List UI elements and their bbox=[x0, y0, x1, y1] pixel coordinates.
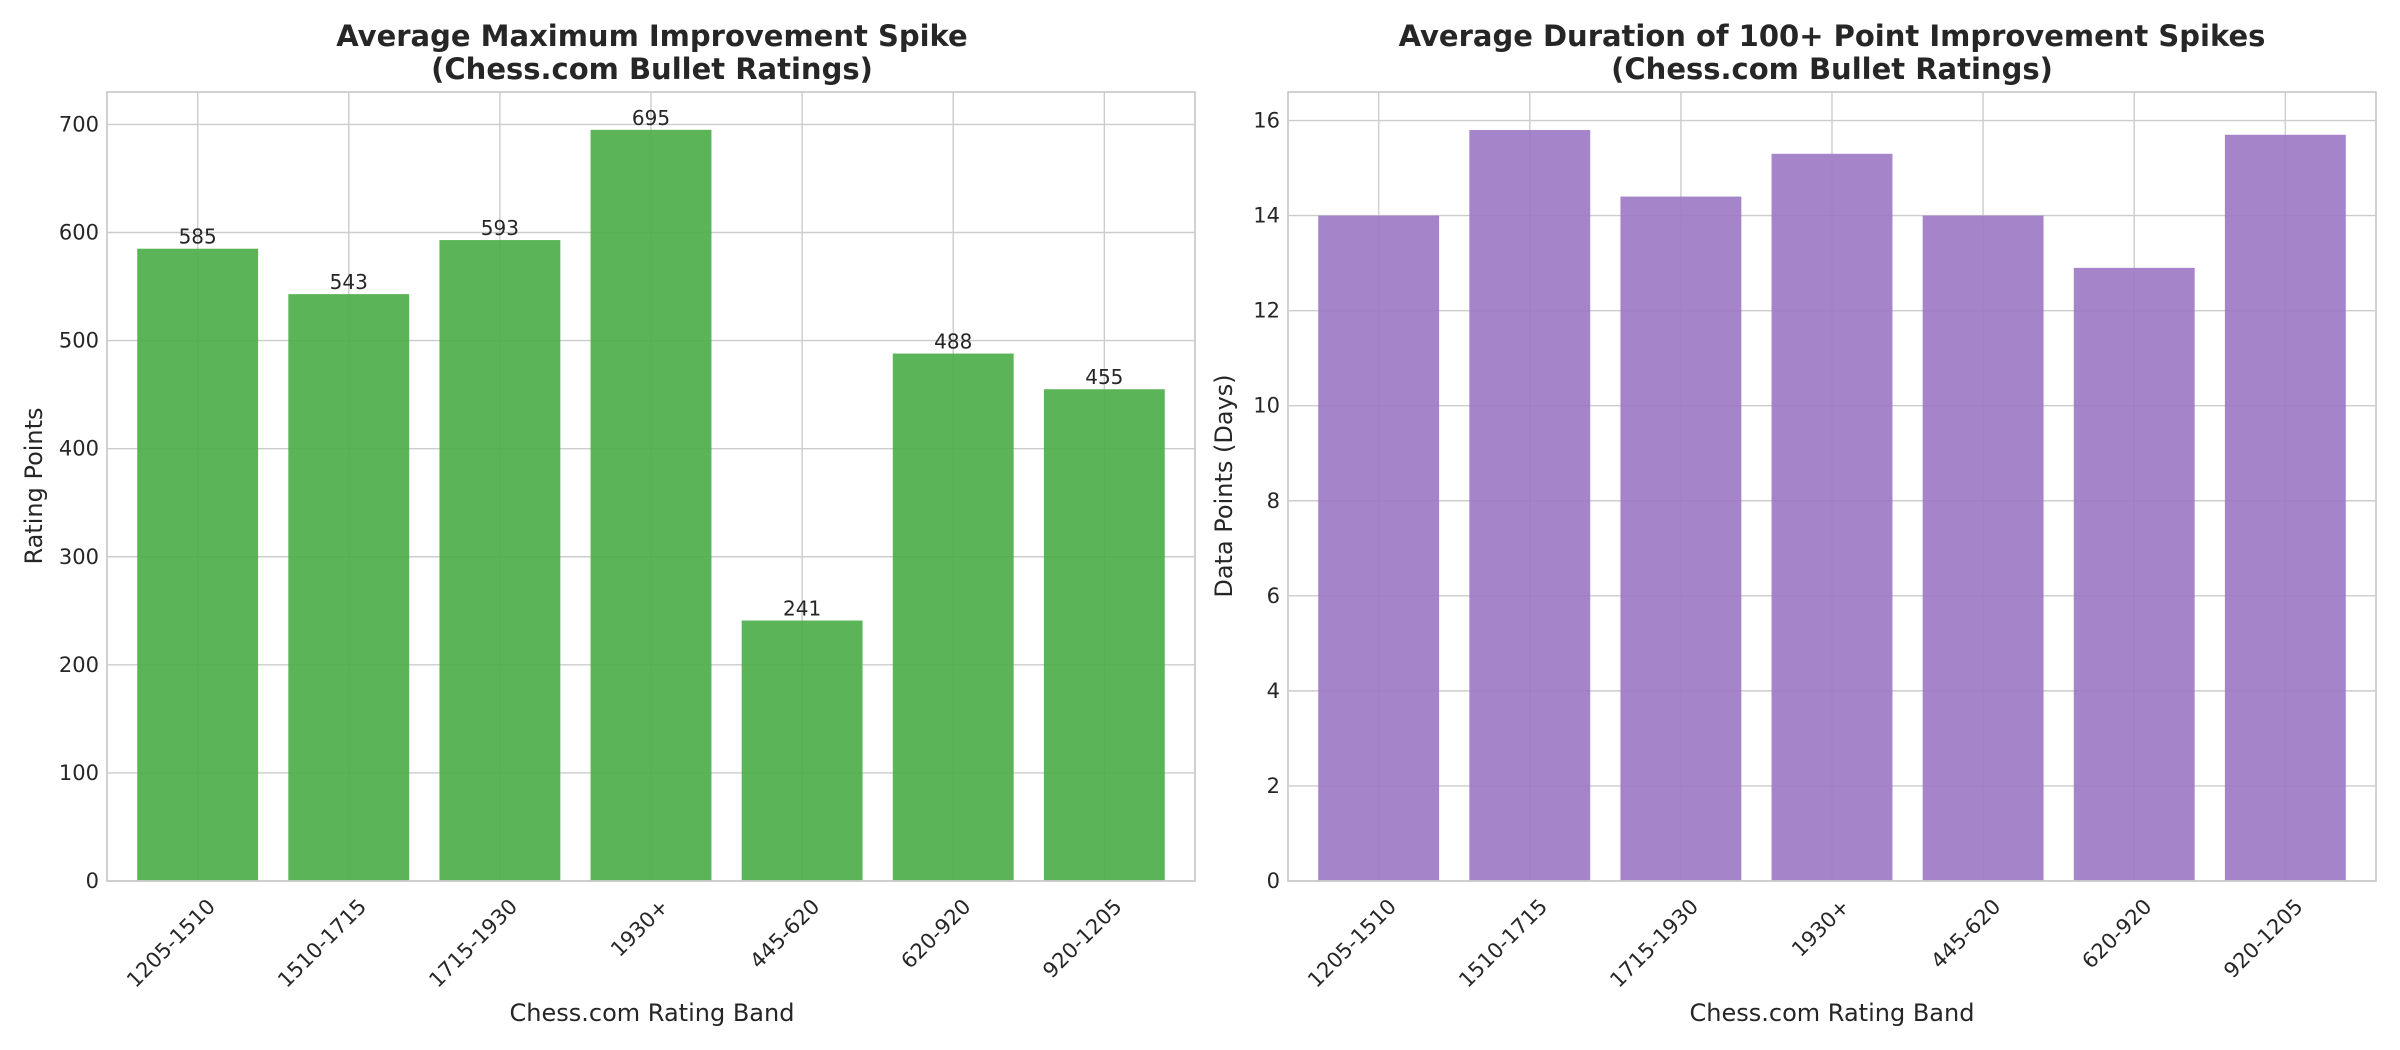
x-tick-label: 920-1205 bbox=[1038, 894, 1126, 982]
x-tick-label: 620-920 bbox=[2077, 894, 2156, 973]
bar-445-620 bbox=[1922, 215, 2044, 881]
bar-920-1205 bbox=[2224, 134, 2346, 882]
y-tick-labels: 0 2 4 6 8 10 12 14 16 bbox=[1253, 109, 1280, 893]
chart-title: Average Duration of 100+ Point Improveme… bbox=[1399, 19, 2266, 53]
x-axis-label: Chess.com Rating Band bbox=[1690, 999, 1975, 1027]
y-tick-label: 0 bbox=[86, 869, 99, 893]
x-tick-label: 1205-1510 bbox=[122, 894, 220, 992]
bar-620-920 bbox=[2073, 267, 2195, 881]
bars bbox=[1318, 130, 2346, 882]
chart-subtitle: (Chess.com Bullet Ratings) bbox=[431, 52, 873, 86]
bar-1715-1930 bbox=[439, 240, 561, 881]
y-tick-label: 6 bbox=[1267, 584, 1280, 608]
bar-620-920 bbox=[892, 353, 1014, 881]
x-tick-label: 920-1205 bbox=[2219, 894, 2307, 982]
plot-frame bbox=[1287, 91, 2377, 882]
bars bbox=[137, 129, 1165, 882]
chart-subtitle: (Chess.com Bullet Ratings) bbox=[1611, 52, 2053, 86]
bar-1715-1930 bbox=[1620, 196, 1742, 881]
x-tick-label: 1510-1715 bbox=[1454, 894, 1552, 992]
bar-1205-1510 bbox=[137, 248, 259, 881]
plot-frame bbox=[106, 91, 1196, 882]
x-tick-label: 1510-1715 bbox=[273, 894, 371, 992]
bar-920-1205 bbox=[1043, 389, 1165, 881]
data-label: 488 bbox=[934, 330, 972, 354]
data-label: 585 bbox=[179, 225, 217, 249]
x-axis-label: Chess.com Rating Band bbox=[510, 999, 795, 1027]
y-axis-label: Data Points (Days) bbox=[1210, 374, 1238, 597]
y-tick-labels: 0 100 200 300 400 500 600 700 bbox=[59, 112, 99, 893]
bar-1930+ bbox=[1771, 153, 1893, 881]
bar-1510-1715 bbox=[288, 294, 410, 881]
y-axis-label: Rating Points bbox=[20, 407, 48, 564]
y-tick-label: 200 bbox=[59, 653, 99, 677]
y-tick-label: 100 bbox=[59, 761, 99, 785]
x-tick-label: 1715-1930 bbox=[1605, 894, 1703, 992]
y-tick-label: 8 bbox=[1267, 489, 1280, 513]
x-tick-label: 445-620 bbox=[1926, 894, 2005, 973]
x-tick-labels: 1205-1510 1510-1715 1715-1930 1930+ 445-620 6… bbox=[1303, 894, 2308, 992]
data-label: 455 bbox=[1085, 365, 1123, 389]
data-label: 543 bbox=[330, 270, 368, 294]
y-tick-label: 14 bbox=[1253, 204, 1280, 228]
y-tick-label: 12 bbox=[1253, 299, 1280, 323]
y-tick-label: 10 bbox=[1253, 394, 1280, 418]
data-labels: 585 543 593 695 241 488 455 bbox=[179, 106, 1124, 621]
bar-1205-1510 bbox=[1318, 215, 1440, 881]
y-tick-label: 4 bbox=[1267, 679, 1280, 703]
y-tick-label: 500 bbox=[59, 329, 99, 353]
data-label: 593 bbox=[481, 216, 519, 240]
x-tick-label: 620-920 bbox=[896, 894, 975, 973]
x-tick-label: 445-620 bbox=[745, 894, 824, 973]
data-label: 695 bbox=[632, 106, 670, 130]
x-tick-label: 1930+ bbox=[606, 894, 673, 961]
chart-spike-duration: Average Duration of 100+ Point Improveme… bbox=[1210, 19, 2377, 1027]
bar-1930+ bbox=[590, 129, 712, 882]
chart-max-improvement-spike: Average Maximum Improvement Spike (Chess… bbox=[20, 19, 1196, 1027]
y-tick-label: 300 bbox=[59, 545, 99, 569]
y-tick-label: 600 bbox=[59, 221, 99, 245]
x-tick-label: 1715-1930 bbox=[424, 894, 522, 992]
data-label: 241 bbox=[783, 597, 821, 621]
x-tick-label: 1930+ bbox=[1787, 894, 1854, 961]
y-tick-label: 2 bbox=[1267, 774, 1280, 798]
y-tick-label: 700 bbox=[59, 112, 99, 136]
y-tick-label: 0 bbox=[1267, 869, 1280, 893]
y-tick-label: 400 bbox=[59, 437, 99, 461]
bar-445-620 bbox=[741, 620, 863, 881]
y-tick-label: 16 bbox=[1253, 109, 1280, 133]
chart-title: Average Maximum Improvement Spike bbox=[336, 19, 967, 53]
bar-1510-1715 bbox=[1469, 130, 1591, 881]
x-tick-label: 1205-1510 bbox=[1303, 894, 1401, 992]
x-tick-labels: 1205-1510 1510-1715 1715-1930 1930+ 445-620 6… bbox=[122, 894, 1127, 992]
